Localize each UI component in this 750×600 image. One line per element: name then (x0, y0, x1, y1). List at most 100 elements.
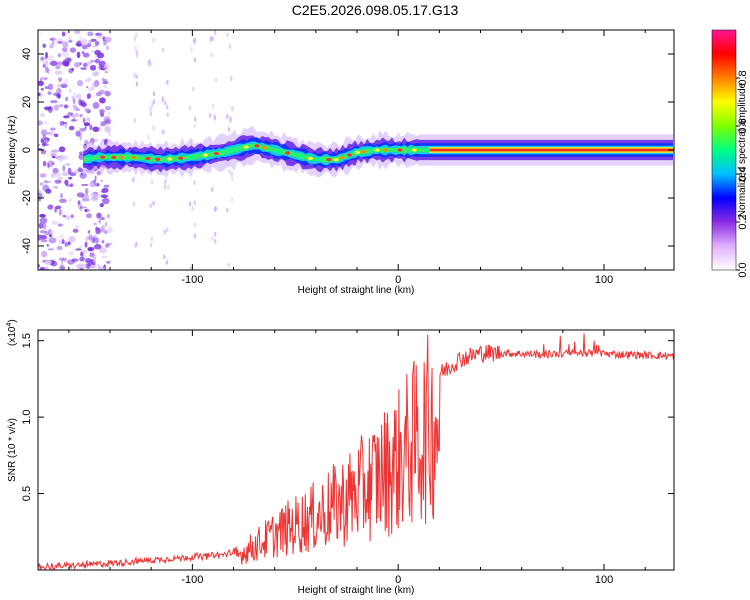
noise-blob (62, 214, 67, 218)
noise-streak (210, 35, 213, 41)
noise-blob (44, 77, 48, 80)
noise-streak (152, 99, 156, 105)
noise-blob (49, 37, 56, 41)
noise-blob (104, 119, 112, 125)
noise-blob (50, 153, 57, 156)
noise-blob (62, 41, 69, 48)
noise-streak (133, 72, 136, 78)
noise-blob (94, 183, 100, 187)
noise-streak (211, 36, 215, 42)
noise-blob (71, 218, 74, 221)
noise-blob (103, 40, 107, 46)
noise-streak (166, 112, 169, 118)
noise-blob (75, 225, 79, 229)
noise-streak (211, 236, 214, 242)
noise-blob (58, 234, 65, 240)
noise-blob (84, 108, 90, 112)
noise-blob (82, 52, 90, 58)
noise-blob (79, 114, 83, 118)
noise-blob (47, 160, 55, 168)
noise-streak (150, 236, 154, 242)
noise-blob (40, 250, 48, 258)
noise-blob (79, 256, 85, 262)
noise-streak (193, 180, 196, 186)
noise-blob (98, 219, 101, 224)
noise-blob (57, 53, 62, 58)
noise-blob (38, 143, 41, 147)
noise-streak (134, 45, 137, 51)
y-tick-label: -40 (21, 238, 33, 254)
noise-blob (75, 130, 81, 137)
noise-streak (131, 177, 135, 183)
noise-blob (68, 35, 72, 42)
noise-blob (46, 55, 54, 61)
noise-streak (150, 61, 153, 67)
noise-blob (87, 31, 94, 37)
colorbar: 0.0 0.2 0.4 0.6 0.8 Normalized spectral ampl… (711, 29, 749, 278)
noise-blob (101, 255, 109, 259)
noise-blob (54, 70, 63, 75)
noise-blob (49, 100, 58, 104)
colorbar-tick-label: 0.6 (737, 118, 749, 133)
noise-streak (150, 179, 154, 185)
noise-blob (104, 221, 108, 228)
noise-streak (135, 241, 138, 247)
noise-blob (67, 167, 72, 175)
noise-blob (55, 236, 58, 240)
noise-streak (166, 227, 169, 233)
noise-blob (84, 209, 88, 213)
noise-blob (58, 146, 66, 153)
noise-blob (86, 117, 91, 122)
noise-blob (64, 96, 69, 102)
noise-blob (47, 91, 52, 95)
noise-blob (85, 236, 89, 242)
noise-blob (76, 192, 85, 198)
noise-blob (61, 121, 68, 124)
noise-blob (87, 42, 92, 48)
ridge-spot (347, 153, 353, 157)
ridge-spot (243, 145, 249, 149)
noise-blob (96, 174, 100, 177)
ridge-spot (333, 158, 339, 162)
noise-streak (193, 200, 196, 206)
noise-blob (64, 163, 71, 166)
noise-blob (40, 56, 45, 62)
noise-blob (56, 87, 62, 95)
noise-blob (100, 217, 105, 221)
noise-blob (89, 252, 95, 258)
noise-blob (71, 258, 79, 262)
noise-blob (80, 183, 89, 187)
noise-blob (90, 38, 97, 42)
noise-blob (100, 113, 104, 117)
noise-blob (38, 235, 42, 241)
noise-blob (50, 60, 58, 66)
y-tick-label: 0.5 (21, 486, 33, 501)
noise-blob (53, 104, 60, 111)
noise-blob (40, 77, 43, 84)
y-tick-label: 40 (21, 48, 33, 60)
noise-blob (53, 186, 59, 189)
noise-blob (86, 213, 92, 219)
noise-blob (90, 82, 98, 89)
noise-blob (85, 141, 91, 144)
noise-streak (135, 49, 138, 55)
noise-blob (73, 92, 76, 96)
noise-blob (98, 125, 102, 133)
noise-blob (91, 236, 96, 244)
snr-xlabel: Height of straight line (km) (298, 585, 415, 596)
noise-streak (152, 37, 155, 43)
noise-blob (50, 172, 56, 179)
noise-blob (89, 64, 97, 71)
x-tick-label: -100 (181, 274, 203, 286)
noise-blob (76, 79, 84, 87)
noise-blob (94, 175, 97, 182)
noise-blob (94, 80, 100, 87)
noise-blob (104, 125, 111, 133)
noise-blob (95, 227, 101, 235)
noise-blob (40, 76, 47, 81)
noise-blob (80, 267, 84, 270)
snr-background (38, 330, 674, 570)
noise-streak (226, 32, 229, 38)
noise-streak (163, 254, 166, 260)
noise-blob (76, 51, 81, 59)
